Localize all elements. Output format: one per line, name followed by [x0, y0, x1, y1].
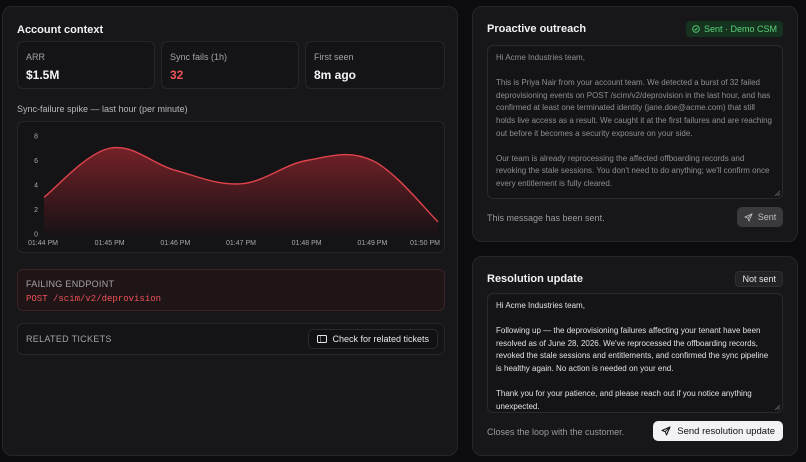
resolution-footnote: Closes the loop with the customer.	[487, 427, 625, 437]
paper-plane-icon	[661, 426, 671, 436]
x-tick-label: 01:44 PM	[28, 240, 58, 247]
resize-handle-icon[interactable]	[774, 404, 780, 410]
panel-title: Proactive outreach	[487, 23, 587, 35]
chart-title: Sync-failure spike — last hour (per minu…	[17, 104, 188, 114]
failing-endpoint-box: FAILING ENDPOINT POST /scim/v2/deprovisi…	[17, 269, 445, 311]
stat-value: $1.5M	[26, 68, 60, 82]
check-circle-icon	[692, 25, 700, 33]
sync-failure-chart: 0 2 4 6 8 01:44 PM 01:45 PM 01:46 PM 01:47 PM 01:…	[17, 121, 445, 253]
y-tick-label: 2	[34, 207, 38, 214]
resolution-message-textarea[interactable]: Hi Acme Industries team, Following up — …	[487, 293, 783, 413]
x-tick-label: 01:50 PM	[410, 240, 440, 247]
x-tick-label: 01:49 PM	[357, 240, 387, 247]
sent-button[interactable]: Sent	[737, 207, 783, 227]
message-paragraph: Hi Acme Industries team,	[496, 301, 585, 310]
chart-area-fill	[44, 147, 438, 234]
related-tickets-box: RELATED TICKETS Check for related ticket…	[17, 323, 445, 355]
message-paragraph: This is Priya Nair from your account tea…	[496, 78, 772, 138]
x-tick-label: 01:47 PM	[226, 240, 256, 247]
message-paragraph: Our team is already reprocessing the aff…	[496, 153, 770, 188]
x-tick-label: 01:46 PM	[160, 240, 190, 247]
stat-label: First seen	[314, 52, 354, 62]
stat-label: ARR	[26, 52, 46, 62]
y-tick-label: 4	[34, 183, 38, 190]
account-context-panel: Account context ARR $1.5M Sync fails (1h…	[2, 6, 458, 456]
related-tickets-label: RELATED TICKETS	[26, 334, 112, 344]
send-resolution-update-button[interactable]: Send resolution update	[653, 421, 783, 441]
stat-card-arr: ARR $1.5M	[17, 41, 155, 89]
outreach-message-textarea[interactable]: Hi Acme Industries team, This is Priya N…	[487, 45, 783, 199]
stat-value: 32	[170, 68, 184, 82]
x-tick-label: 01:45 PM	[95, 240, 125, 247]
proactive-outreach-panel: Proactive outreach Sent · Demo CSM Hi Ac…	[472, 6, 798, 242]
sent-status-badge: Sent · Demo CSM	[685, 21, 783, 37]
y-tick-label: 6	[34, 158, 38, 165]
stat-label: Sync fails (1h)	[170, 52, 228, 62]
chart-svg: 0 2 4 6 8 01:44 PM 01:45 PM 01:46 PM 01:47 PM 01:…	[28, 134, 440, 248]
failing-endpoint-path: POST /scim/v2/deprovision	[26, 294, 162, 304]
sent-status-text: Sent · Demo CSM	[703, 24, 777, 34]
resize-handle-icon[interactable]	[774, 190, 780, 196]
y-tick-label: 0	[34, 232, 38, 239]
sent-button-label: Sent	[757, 212, 777, 222]
ticket-icon	[317, 335, 328, 343]
outreach-footnote: This message has been sent.	[487, 213, 605, 223]
panel-title: Account context	[17, 24, 104, 36]
panel-title: Resolution update	[487, 273, 583, 285]
stat-card-sync-fails: Sync fails (1h) 32	[161, 41, 299, 89]
x-tick-label: 01:48 PM	[292, 240, 322, 247]
message-paragraph: Hi Acme Industries team,	[496, 53, 585, 62]
resolution-update-panel: Resolution update Not sent Hi Acme Indus…	[472, 256, 798, 456]
stat-value: 8m ago	[314, 68, 357, 82]
not-sent-status-badge: Not sent	[735, 271, 783, 287]
failing-endpoint-label: FAILING ENDPOINT	[26, 279, 115, 289]
check-related-tickets-label: Check for related tickets	[332, 334, 429, 344]
paper-plane-icon	[744, 212, 753, 222]
y-tick-label: 8	[34, 134, 38, 141]
stat-card-first-seen: First seen 8m ago	[305, 41, 445, 89]
check-related-tickets-button[interactable]: Check for related tickets	[308, 329, 438, 349]
send-resolution-update-label: Send resolution update	[677, 425, 775, 437]
message-paragraph: Thank you for your patience, and please …	[496, 389, 752, 411]
message-paragraph: Following up — the deprovisioning failur…	[496, 326, 769, 373]
